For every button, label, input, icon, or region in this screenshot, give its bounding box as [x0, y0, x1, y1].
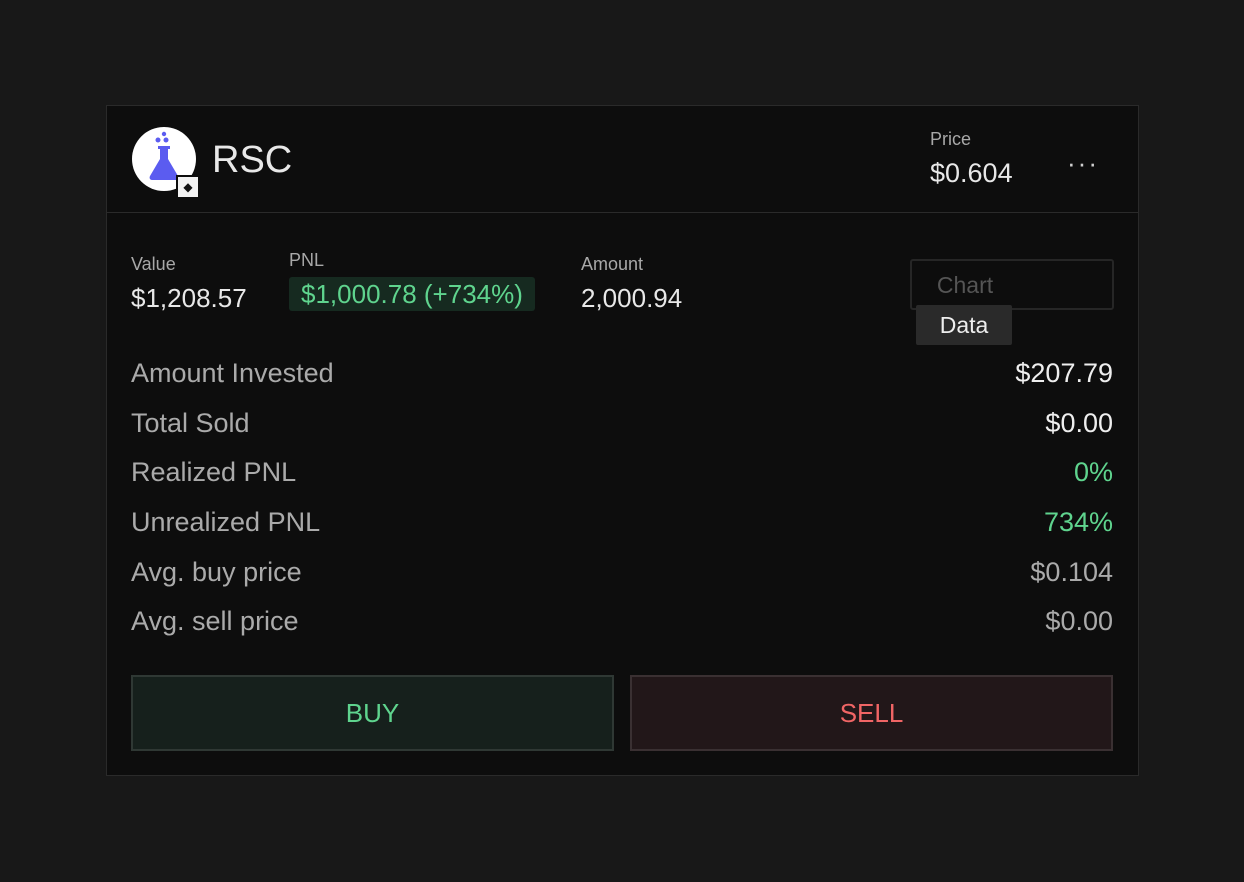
- tab-data[interactable]: Data: [916, 305, 1012, 345]
- pnl-value: $1,000.78 (+734%): [289, 277, 535, 311]
- amount-label: Amount: [581, 254, 644, 274]
- price-value: $0.604: [930, 158, 1013, 188]
- detail-row: Unrealized PNL 734%: [131, 507, 1113, 557]
- value-label: Value: [131, 254, 176, 274]
- detail-label: Total Sold: [131, 407, 250, 438]
- detail-value: $207.79: [1015, 358, 1113, 388]
- token-position-card: ◆ RSC Price $0.604 ··· Value $1,208.57 PN…: [106, 105, 1139, 776]
- detail-value: $0.104: [1030, 556, 1113, 587]
- detail-row: Total Sold $0.00: [131, 408, 1113, 458]
- view-toggle: Chart Data: [910, 259, 1114, 345]
- detail-label: Unrealized PNL: [131, 507, 321, 538]
- detail-label: Realized PNL: [131, 457, 297, 488]
- detail-row: Amount Invested $207.79: [131, 358, 1113, 408]
- price-label: Price: [930, 129, 972, 149]
- sell-button[interactable]: SELL: [630, 675, 1113, 751]
- amount-stat: Amount 2,000.94: [581, 254, 682, 314]
- pnl-stat: PNL $1,000.78 (+734%): [289, 250, 535, 311]
- pnl-label: PNL: [289, 250, 325, 270]
- detail-label: Avg. sell price: [131, 606, 299, 637]
- detail-value: 734%: [1043, 507, 1113, 538]
- detail-row: Realized PNL 0%: [131, 457, 1113, 507]
- buy-button[interactable]: BUY: [131, 675, 614, 751]
- detail-row: Avg. buy price $0.104: [131, 557, 1113, 607]
- tab-chart[interactable]: Chart: [936, 272, 994, 298]
- detail-value: 0%: [1073, 457, 1113, 488]
- detail-label: Amount Invested: [131, 358, 334, 388]
- flask-icon: [132, 127, 196, 191]
- ellipsis-icon[interactable]: ···: [1067, 148, 1099, 178]
- card-header: ◆ RSC Price $0.604 ···: [107, 106, 1138, 213]
- amount-value: 2,000.94: [581, 283, 683, 313]
- details-list: Amount Invested $207.79 Total Sold $0.00 R…: [131, 358, 1113, 656]
- detail-label: Avg. buy price: [131, 556, 302, 587]
- detail-value: $0.00: [1045, 407, 1113, 438]
- detail-value: $0.00: [1045, 606, 1113, 637]
- value-amount: $1,208.57: [131, 283, 247, 313]
- ethereum-icon: ◆: [176, 175, 200, 199]
- token-symbol: RSC: [212, 139, 293, 181]
- detail-row: Avg. sell price $0.00: [131, 606, 1113, 656]
- value-stat: Value $1,208.57: [131, 254, 247, 314]
